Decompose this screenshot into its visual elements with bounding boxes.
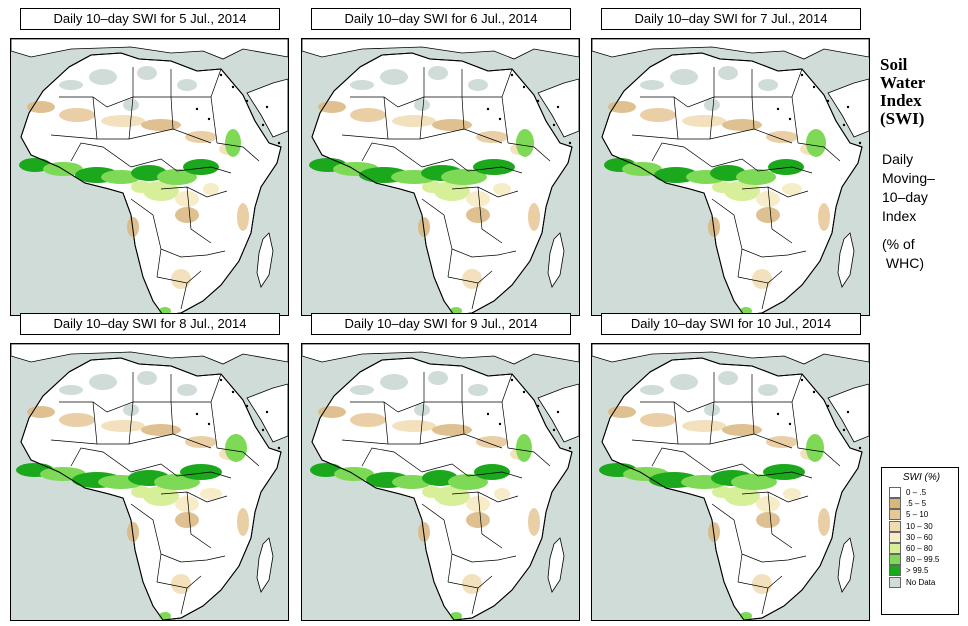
legend-swatch	[889, 531, 901, 543]
africa-map	[591, 343, 870, 621]
africa-map	[10, 38, 289, 316]
unit-line: WHC)	[882, 255, 924, 271]
map-panel-2: Daily 10–day SWI for 6 Jul., 2014	[291, 8, 580, 316]
map-panel-6: Daily 10–day SWI for 10 Jul., 2014	[581, 313, 870, 621]
legend-item: 80 – 99.5	[889, 554, 954, 566]
legend-swatch	[889, 498, 901, 510]
legend-label: > 99.5	[906, 566, 929, 576]
title-line: Soil	[880, 55, 908, 74]
africa-map	[10, 343, 289, 621]
legend-item: No Data	[889, 576, 954, 588]
panel-title: Daily 10–day SWI for 6 Jul., 2014	[311, 8, 571, 30]
desc-line: 10–day	[882, 189, 928, 205]
title-line: Water	[880, 73, 926, 92]
legend-swatch	[889, 554, 901, 566]
legend-label: 80 – 99.5	[906, 555, 940, 565]
map-panel-3: Daily 10–day SWI for 7 Jul., 2014	[581, 8, 870, 316]
legend-item: 10 – 30	[889, 520, 954, 532]
legend-label: 5 – 10	[906, 510, 929, 520]
legend-swatch	[889, 576, 901, 588]
desc-line: Moving–	[882, 170, 935, 186]
index-title: Soil Water Index (SWI)	[880, 56, 960, 128]
panel-title: Daily 10–day SWI for 9 Jul., 2014	[311, 313, 571, 335]
legend-item: 30 – 60	[889, 531, 954, 543]
legend-item: 5 – 10	[889, 509, 954, 521]
legend-item: 0 – .5	[889, 487, 954, 499]
legend-swatch	[889, 520, 901, 532]
africa-map	[301, 343, 580, 621]
map-panel-5: Daily 10–day SWI for 9 Jul., 2014	[291, 313, 580, 621]
desc-line: Daily	[882, 151, 914, 167]
legend-item: .5 – 5	[889, 498, 954, 510]
unit-line: (% of	[882, 236, 915, 252]
legend-label: No Data	[906, 577, 936, 587]
legend-label: 60 – 80	[906, 544, 933, 554]
panel-title: Daily 10–day SWI for 10 Jul., 2014	[601, 313, 861, 335]
legend-swatch	[889, 543, 901, 555]
panel-title: Daily 10–day SWI for 5 Jul., 2014	[20, 8, 280, 30]
map-panel-4: Daily 10–day SWI for 8 Jul., 2014	[0, 313, 289, 621]
legend-swatch	[889, 565, 901, 577]
legend-title: SWI (%)	[902, 472, 941, 483]
panel-title: Daily 10–day SWI for 8 Jul., 2014	[20, 313, 280, 335]
index-description: Daily Moving– 10–day Index (% of WHC)	[882, 150, 962, 273]
africa-map	[301, 38, 580, 316]
legend-label: 10 – 30	[906, 521, 933, 531]
legend-label: 30 – 60	[906, 532, 933, 542]
title-line: (SWI)	[880, 109, 925, 128]
legend-label: 0 – .5	[906, 488, 927, 498]
title-line: Index	[880, 91, 922, 110]
legend-item: 60 – 80	[889, 543, 954, 555]
swi-legend: SWI (%) 0 – .5 .5 – 5 5 – 10 10 – 30 30 …	[881, 467, 959, 615]
legend-item: > 99.5	[889, 565, 954, 577]
africa-map	[591, 38, 870, 316]
panel-title: Daily 10–day SWI for 7 Jul., 2014	[601, 8, 861, 30]
legend-swatch	[889, 487, 901, 499]
legend-swatch	[889, 509, 901, 521]
map-panel-1: Daily 10–day SWI for 5 Jul., 2014	[0, 8, 289, 316]
legend-label: .5 – 5	[906, 499, 927, 509]
desc-line: Index	[882, 208, 917, 224]
